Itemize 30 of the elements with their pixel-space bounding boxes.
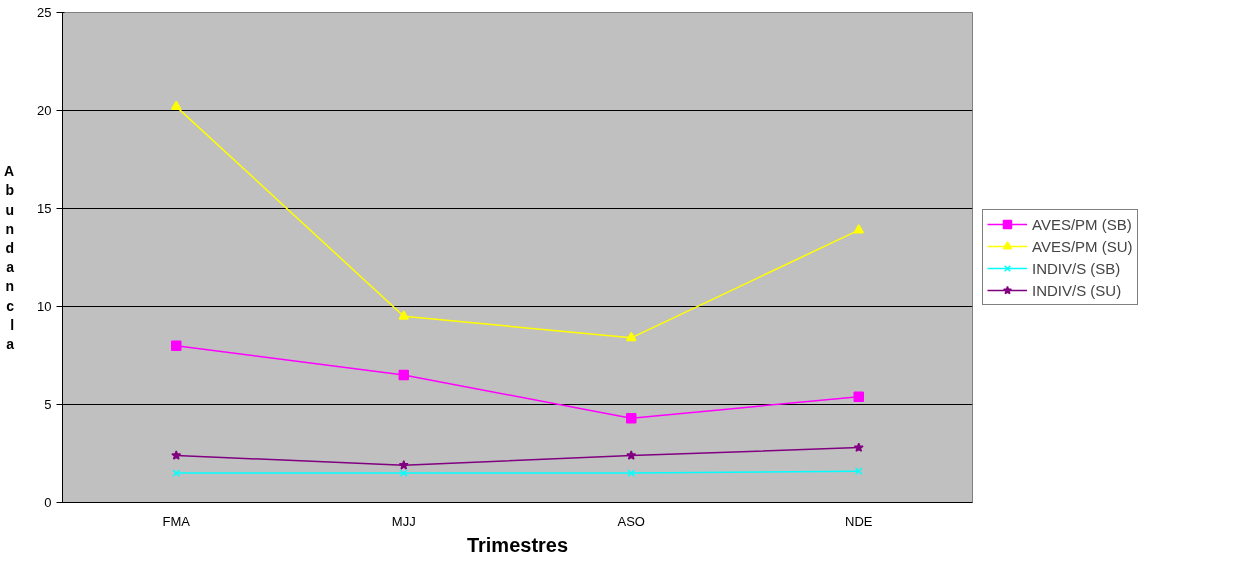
text: Abundancla	[3, 163, 15, 352]
x-tick-label: MJJ	[391, 513, 416, 529]
y-tick-label: 0	[44, 495, 52, 510]
x-tick-label: ASO	[617, 513, 645, 529]
point	[171, 100, 182, 110]
point	[853, 391, 864, 402]
point	[626, 412, 637, 424]
legend-label: AVES/PM (SB)	[1032, 215, 1132, 233]
point	[853, 442, 864, 453]
legend-label: AVES/PM (SU)	[1032, 237, 1133, 255]
point	[853, 224, 864, 234]
point	[626, 331, 637, 342]
x-axis-title: Trimestres	[466, 533, 569, 556]
y-tick-label: 20	[37, 103, 52, 118]
point	[171, 340, 182, 351]
y-tick-label: 5	[44, 397, 52, 412]
point	[398, 369, 409, 381]
x-tick-label: FMA	[162, 513, 191, 529]
point	[398, 310, 409, 320]
legend-label: INDIV/S (SU)	[1032, 281, 1122, 299]
y-tick-label: 15	[37, 201, 52, 216]
y-tick-label: 10	[37, 299, 52, 314]
point	[398, 460, 409, 470]
y-tick-label: 25	[37, 5, 52, 20]
point	[626, 450, 637, 460]
legend-label: INDIV/S (SB)	[1032, 259, 1121, 277]
x-tick-label: NDE	[845, 513, 873, 529]
point	[399, 469, 408, 478]
point	[171, 450, 182, 460]
point	[172, 469, 181, 478]
